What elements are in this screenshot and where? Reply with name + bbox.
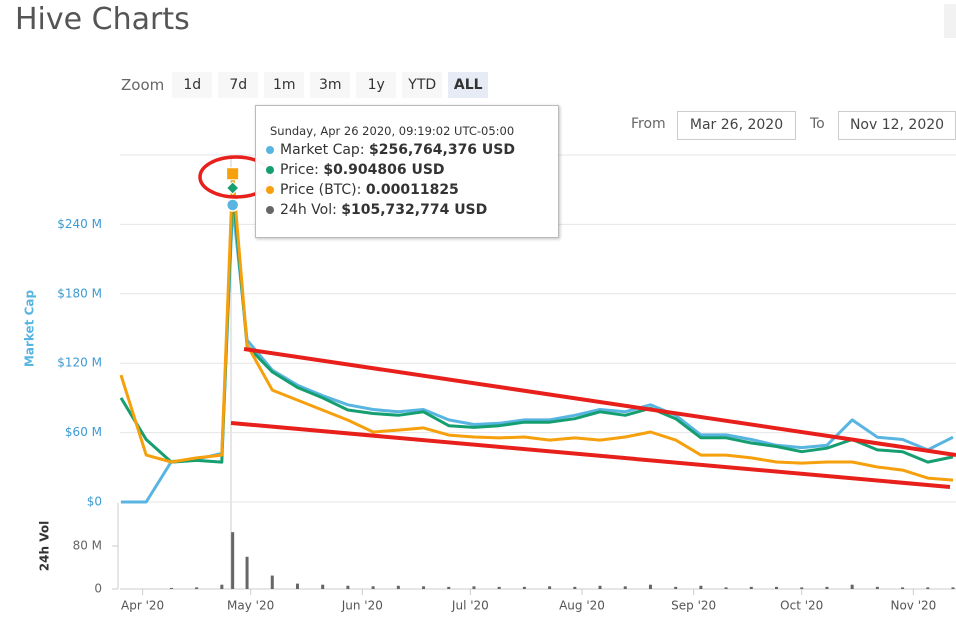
volume-bar bbox=[422, 586, 426, 589]
volume-bar bbox=[951, 587, 955, 589]
tooltip-dot bbox=[266, 166, 274, 174]
volume-bar bbox=[901, 587, 905, 589]
y-tick-label: $120 M bbox=[57, 356, 102, 370]
zoom-button[interactable]: 3m bbox=[310, 72, 351, 98]
y-tick-label: 80 M bbox=[73, 539, 102, 553]
volume-bar bbox=[775, 586, 779, 589]
to-label: To bbox=[810, 116, 825, 132]
x-tick-label: Apr '20 bbox=[121, 599, 164, 613]
volume-bar bbox=[598, 585, 602, 589]
volume-bar bbox=[472, 586, 476, 589]
hover-marker bbox=[225, 198, 240, 212]
volume-bar bbox=[699, 585, 703, 589]
x-tick-label: Jul '20 bbox=[451, 599, 489, 613]
y-tick-label: $60 M bbox=[65, 425, 102, 439]
volume-bar bbox=[825, 586, 829, 589]
tooltip-row: Price (BTC): 0.00011825 bbox=[266, 182, 459, 198]
volume-bar bbox=[371, 586, 375, 589]
volume-bar bbox=[648, 584, 652, 589]
plot-layer: $0 $60 M $120 M $180 M $240 M Market Cap Apr '… bbox=[23, 167, 956, 613]
x-tick-label: Aug '20 bbox=[559, 599, 605, 613]
volume-bar bbox=[295, 583, 299, 589]
volume-bar bbox=[875, 586, 879, 589]
zoom-bar: Zoom 1d 7d 1m 3m 1y YTD ALL bbox=[121, 72, 494, 98]
zoom-button[interactable]: ALL bbox=[448, 72, 489, 98]
page-title: Hive Charts bbox=[15, 2, 190, 37]
volume-bar bbox=[270, 575, 274, 589]
tooltip-row: 24h Vol: $105,732,774 USD bbox=[266, 202, 487, 218]
series-line bbox=[121, 203, 954, 504]
trend-line-lower bbox=[230, 421, 951, 489]
volume-bar bbox=[548, 586, 552, 589]
y-tick-label: $0 bbox=[87, 495, 102, 509]
tooltip-dot bbox=[266, 146, 274, 154]
zoom-button[interactable]: YTD bbox=[402, 72, 443, 98]
tooltip-dot bbox=[266, 206, 274, 214]
hover-marker bbox=[226, 167, 240, 181]
y-axis-title: Market Cap bbox=[23, 290, 37, 368]
tooltip-date: Sunday, Apr 26 2020, 09:19:02 UTC-05:00 bbox=[270, 124, 515, 138]
tooltip-value: $105,732,774 USD bbox=[341, 202, 488, 218]
x-tick-label: Oct '20 bbox=[780, 599, 823, 613]
x-tick-label: Jun '20 bbox=[341, 599, 383, 613]
x-tick-label: Sep '20 bbox=[671, 599, 716, 613]
volume-bar bbox=[195, 587, 199, 589]
zoom-button[interactable]: 7d bbox=[218, 72, 259, 98]
volume-bar bbox=[623, 586, 627, 589]
volume-bar bbox=[169, 587, 173, 589]
from-input[interactable]: Mar 26, 2020 bbox=[677, 111, 796, 140]
tooltip-label: 24h Vol: bbox=[280, 202, 337, 218]
volume-bar bbox=[674, 586, 678, 589]
volume-bar bbox=[522, 586, 526, 589]
volume-bar bbox=[231, 532, 235, 589]
tooltip-value: $0.904806 USD bbox=[323, 162, 445, 178]
hover-marker bbox=[225, 181, 240, 195]
y-tick-label: $180 M bbox=[57, 286, 102, 300]
zoom-label: Zoom bbox=[121, 76, 165, 94]
menu-button[interactable] bbox=[944, 4, 956, 38]
volume-bar bbox=[800, 587, 804, 589]
tooltip-value: $256,764,376 USD bbox=[369, 142, 515, 158]
tooltip-label: Price (BTC): bbox=[280, 182, 362, 198]
series-line bbox=[119, 172, 954, 482]
zoom-button[interactable]: 1d bbox=[172, 72, 213, 98]
tooltip-value: 0.00011825 bbox=[365, 182, 459, 198]
y-tick-label: 0 bbox=[94, 582, 102, 596]
tooltip-label: Price: bbox=[280, 162, 319, 178]
volume-bar bbox=[926, 587, 930, 589]
zoom-button[interactable]: 1m bbox=[264, 72, 305, 98]
y-tick-label: $240 M bbox=[57, 217, 102, 231]
y-axis-title: 24h Vol bbox=[38, 521, 52, 571]
volume-bar bbox=[321, 584, 325, 589]
trend-line-upper bbox=[243, 347, 956, 457]
volume-bar bbox=[724, 587, 728, 589]
from-label: From bbox=[631, 116, 666, 132]
volume-bar bbox=[749, 586, 753, 589]
tooltip: Sunday, Apr 26 2020, 09:19:02 UTC-05:00 … bbox=[255, 105, 559, 238]
volume-bar bbox=[447, 586, 451, 589]
tooltip-row: Market Cap: $256,764,376 USD bbox=[266, 142, 515, 158]
zoom-button[interactable]: 1y bbox=[356, 72, 397, 98]
volume-bar bbox=[220, 584, 224, 589]
volume-bar bbox=[850, 584, 854, 589]
volume-bar bbox=[573, 586, 577, 589]
tooltip-dot bbox=[266, 186, 274, 194]
volume-bar bbox=[396, 585, 400, 589]
x-tick-label: Nov '20 bbox=[890, 599, 936, 613]
volume-bar bbox=[497, 586, 501, 589]
x-tick-label: May '20 bbox=[227, 599, 274, 613]
volume-bar bbox=[346, 585, 350, 589]
volume-bar bbox=[245, 556, 249, 589]
tooltip-row: Price: $0.904806 USD bbox=[266, 162, 445, 178]
tooltip-label: Market Cap: bbox=[280, 142, 365, 158]
